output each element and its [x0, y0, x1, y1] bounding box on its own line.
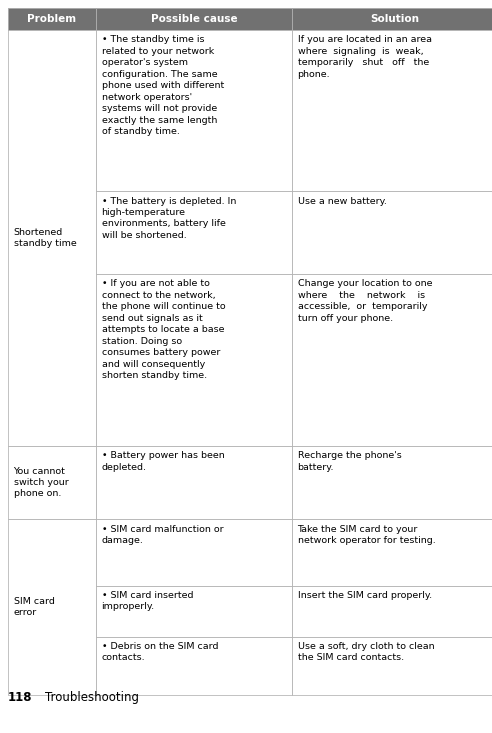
Text: Use a soft, dry cloth to clean
the SIM card contacts.: Use a soft, dry cloth to clean the SIM c… — [298, 642, 434, 663]
Bar — [292, 636, 492, 695]
Text: • The standby time is
related to your network
operator's system
configuration. T: • The standby time is related to your ne… — [101, 35, 224, 136]
Bar — [8, 519, 96, 695]
Text: Solution: Solution — [370, 14, 420, 24]
Bar — [292, 519, 492, 586]
Text: • SIM card inserted
improperly.: • SIM card inserted improperly. — [101, 591, 193, 611]
Text: • SIM card malfunction or
damage.: • SIM card malfunction or damage. — [101, 525, 223, 545]
Bar — [292, 446, 492, 519]
Bar — [96, 30, 292, 191]
Bar — [96, 586, 292, 636]
Bar — [8, 8, 96, 30]
Bar — [292, 30, 492, 191]
Text: • The battery is depleted. In
high-temperature
environments, battery life
will b: • The battery is depleted. In high-tempe… — [101, 196, 236, 240]
Text: 118: 118 — [8, 691, 32, 704]
Bar — [292, 274, 492, 446]
Bar — [8, 30, 96, 446]
Text: Shortened
standby time: Shortened standby time — [13, 228, 76, 248]
Text: If you are located in an area
where  signaling  is  weak,
temporarily   shut   o: If you are located in an area where sign… — [298, 35, 431, 79]
Text: • Debris on the SIM card
contacts.: • Debris on the SIM card contacts. — [101, 642, 218, 663]
Text: Use a new battery.: Use a new battery. — [298, 196, 386, 205]
Bar — [96, 191, 292, 274]
Text: • If you are not able to
connect to the network,
the phone will continue to
send: • If you are not able to connect to the … — [101, 279, 225, 380]
Text: Change your location to one
where    the    network    is
accessible,  or  tempo: Change your location to one where the ne… — [298, 279, 432, 323]
Text: SIM card
error: SIM card error — [13, 597, 55, 617]
Bar — [292, 586, 492, 636]
Bar — [292, 191, 492, 274]
Text: Insert the SIM card properly.: Insert the SIM card properly. — [298, 591, 431, 600]
Bar — [96, 636, 292, 695]
Bar — [96, 8, 292, 30]
Text: Possible cause: Possible cause — [151, 14, 237, 24]
Text: Recharge the phone's
battery.: Recharge the phone's battery. — [298, 452, 401, 472]
Bar — [96, 446, 292, 519]
Text: Take the SIM card to your
network operator for testing.: Take the SIM card to your network operat… — [298, 525, 435, 545]
Text: • Battery power has been
depleted.: • Battery power has been depleted. — [101, 452, 224, 472]
Bar — [96, 519, 292, 586]
Bar — [292, 8, 492, 30]
Text: You cannot
switch your
phone on.: You cannot switch your phone on. — [13, 466, 68, 498]
Bar — [96, 274, 292, 446]
Bar — [8, 446, 96, 519]
Text: Problem: Problem — [28, 14, 77, 24]
Text: Troubleshooting: Troubleshooting — [30, 691, 139, 704]
